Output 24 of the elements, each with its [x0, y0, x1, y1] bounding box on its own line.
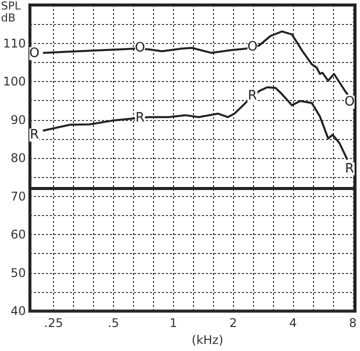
- y-tick-label: 50: [10, 266, 26, 280]
- x-tick-label: 8: [349, 316, 357, 330]
- y-tick-label: 90: [10, 112, 26, 127]
- y-tick-label: 80: [10, 151, 26, 166]
- y-tick-label: 110: [3, 36, 26, 50]
- x-axis-title: (kHz): [192, 333, 224, 347]
- annotation: R: [30, 128, 39, 143]
- x-tick-label: 4: [289, 316, 297, 330]
- x-tick-label: 2: [229, 316, 237, 330]
- annotation: R: [135, 110, 145, 126]
- x-tick-label: .25: [44, 316, 64, 330]
- annotation: O: [344, 94, 355, 110]
- annotation: O: [247, 40, 258, 55]
- annotation: R: [248, 88, 257, 104]
- y-axis-title: SPL dB: [1, 0, 24, 24]
- annotation: R: [345, 161, 354, 176]
- y-tick-label: 70: [10, 189, 26, 204]
- x-tick-label: .5: [108, 316, 120, 330]
- y-tick-label: 100: [3, 74, 26, 89]
- annotation: O: [29, 46, 40, 62]
- y-tick-label: 60: [10, 228, 26, 242]
- annotation: O: [134, 40, 146, 56]
- y-tick-label: 40: [10, 304, 26, 318]
- x-tick-label: 1: [169, 316, 178, 330]
